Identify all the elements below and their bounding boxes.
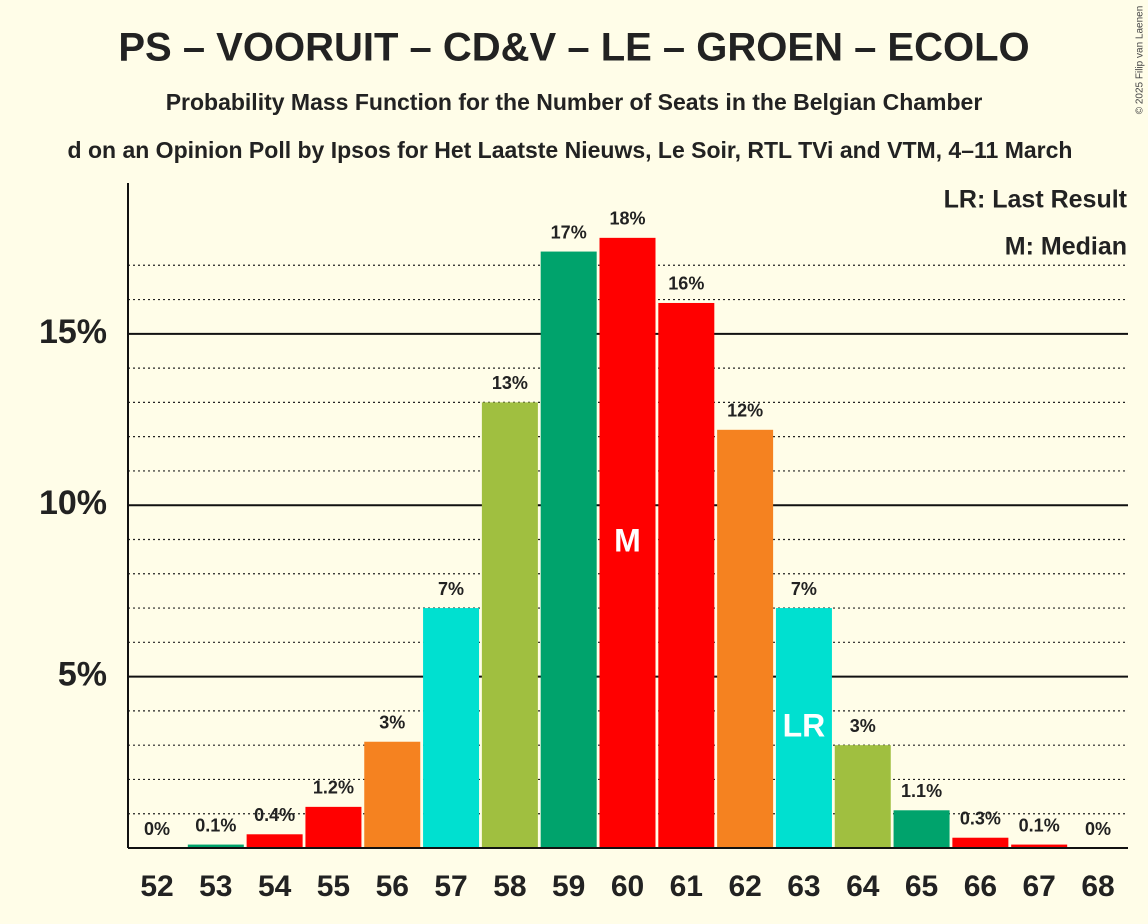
legend-entry: LR: Last Result — [944, 186, 1128, 214]
bar — [658, 302, 715, 848]
x-tick-label: 57 — [434, 870, 467, 903]
bar — [481, 402, 538, 848]
value-label: 12% — [727, 401, 763, 421]
value-label: 0.1% — [195, 815, 236, 835]
bar — [423, 608, 480, 848]
x-tick-label: 60 — [611, 870, 644, 903]
x-tick-label: 56 — [376, 870, 409, 903]
value-label: 3% — [850, 716, 876, 736]
x-tick-label: 58 — [493, 870, 526, 903]
bar-annotation: M — [614, 522, 641, 558]
value-label: 0% — [1085, 819, 1111, 839]
x-tick-label: 64 — [846, 870, 880, 903]
bar-annotation: LR — [783, 707, 826, 743]
x-tick-label: 59 — [552, 870, 585, 903]
value-label: 16% — [668, 274, 704, 294]
y-tick-label: 10% — [39, 484, 107, 522]
bar — [775, 608, 832, 848]
chart-title: PS – VOORUIT – CD&V – LE – GROEN – ECOLO — [118, 26, 1029, 70]
value-label: 18% — [609, 209, 645, 229]
x-tick-label: 63 — [787, 870, 820, 903]
value-label: 0% — [144, 819, 170, 839]
value-label: 0.4% — [254, 805, 295, 825]
bar — [952, 837, 1009, 848]
legend-entry: M: Median — [1005, 233, 1127, 261]
value-label: 7% — [438, 579, 464, 599]
value-label: 17% — [551, 222, 587, 242]
value-label: 0.1% — [1019, 815, 1060, 835]
x-tick-label: 61 — [670, 870, 703, 903]
y-tick-label: 5% — [58, 656, 107, 694]
value-label: 3% — [379, 712, 405, 732]
value-label: 0.3% — [960, 808, 1001, 828]
x-tick-label: 67 — [1023, 870, 1056, 903]
x-tick-label: 54 — [258, 870, 292, 903]
bar — [717, 429, 774, 848]
x-tick-label: 55 — [317, 870, 350, 903]
chart-subtitle: Probability Mass Function for the Number… — [166, 89, 983, 115]
bar — [540, 251, 597, 848]
copyright: © 2025 Filip van Laenen — [1135, 6, 1146, 115]
value-label: 7% — [791, 579, 817, 599]
bar — [834, 745, 891, 848]
bar — [187, 844, 244, 848]
y-tick-label: 15% — [39, 313, 107, 351]
bar — [305, 806, 362, 848]
value-label: 1.1% — [901, 781, 942, 801]
bar — [1011, 844, 1068, 848]
x-tick-label: 68 — [1081, 870, 1114, 903]
chart-subtitle: d on an Opinion Poll by Ipsos for Het La… — [68, 137, 1073, 163]
bar — [246, 834, 303, 848]
x-tick-label: 66 — [964, 870, 997, 903]
value-label: 13% — [492, 373, 528, 393]
x-tick-label: 65 — [905, 870, 938, 903]
bar — [599, 237, 656, 849]
x-tick-label: 52 — [140, 870, 173, 903]
x-tick-label: 62 — [728, 870, 761, 903]
bar — [364, 741, 421, 848]
value-label: 1.2% — [313, 778, 354, 798]
x-tick-label: 53 — [199, 870, 232, 903]
bar — [893, 810, 950, 848]
